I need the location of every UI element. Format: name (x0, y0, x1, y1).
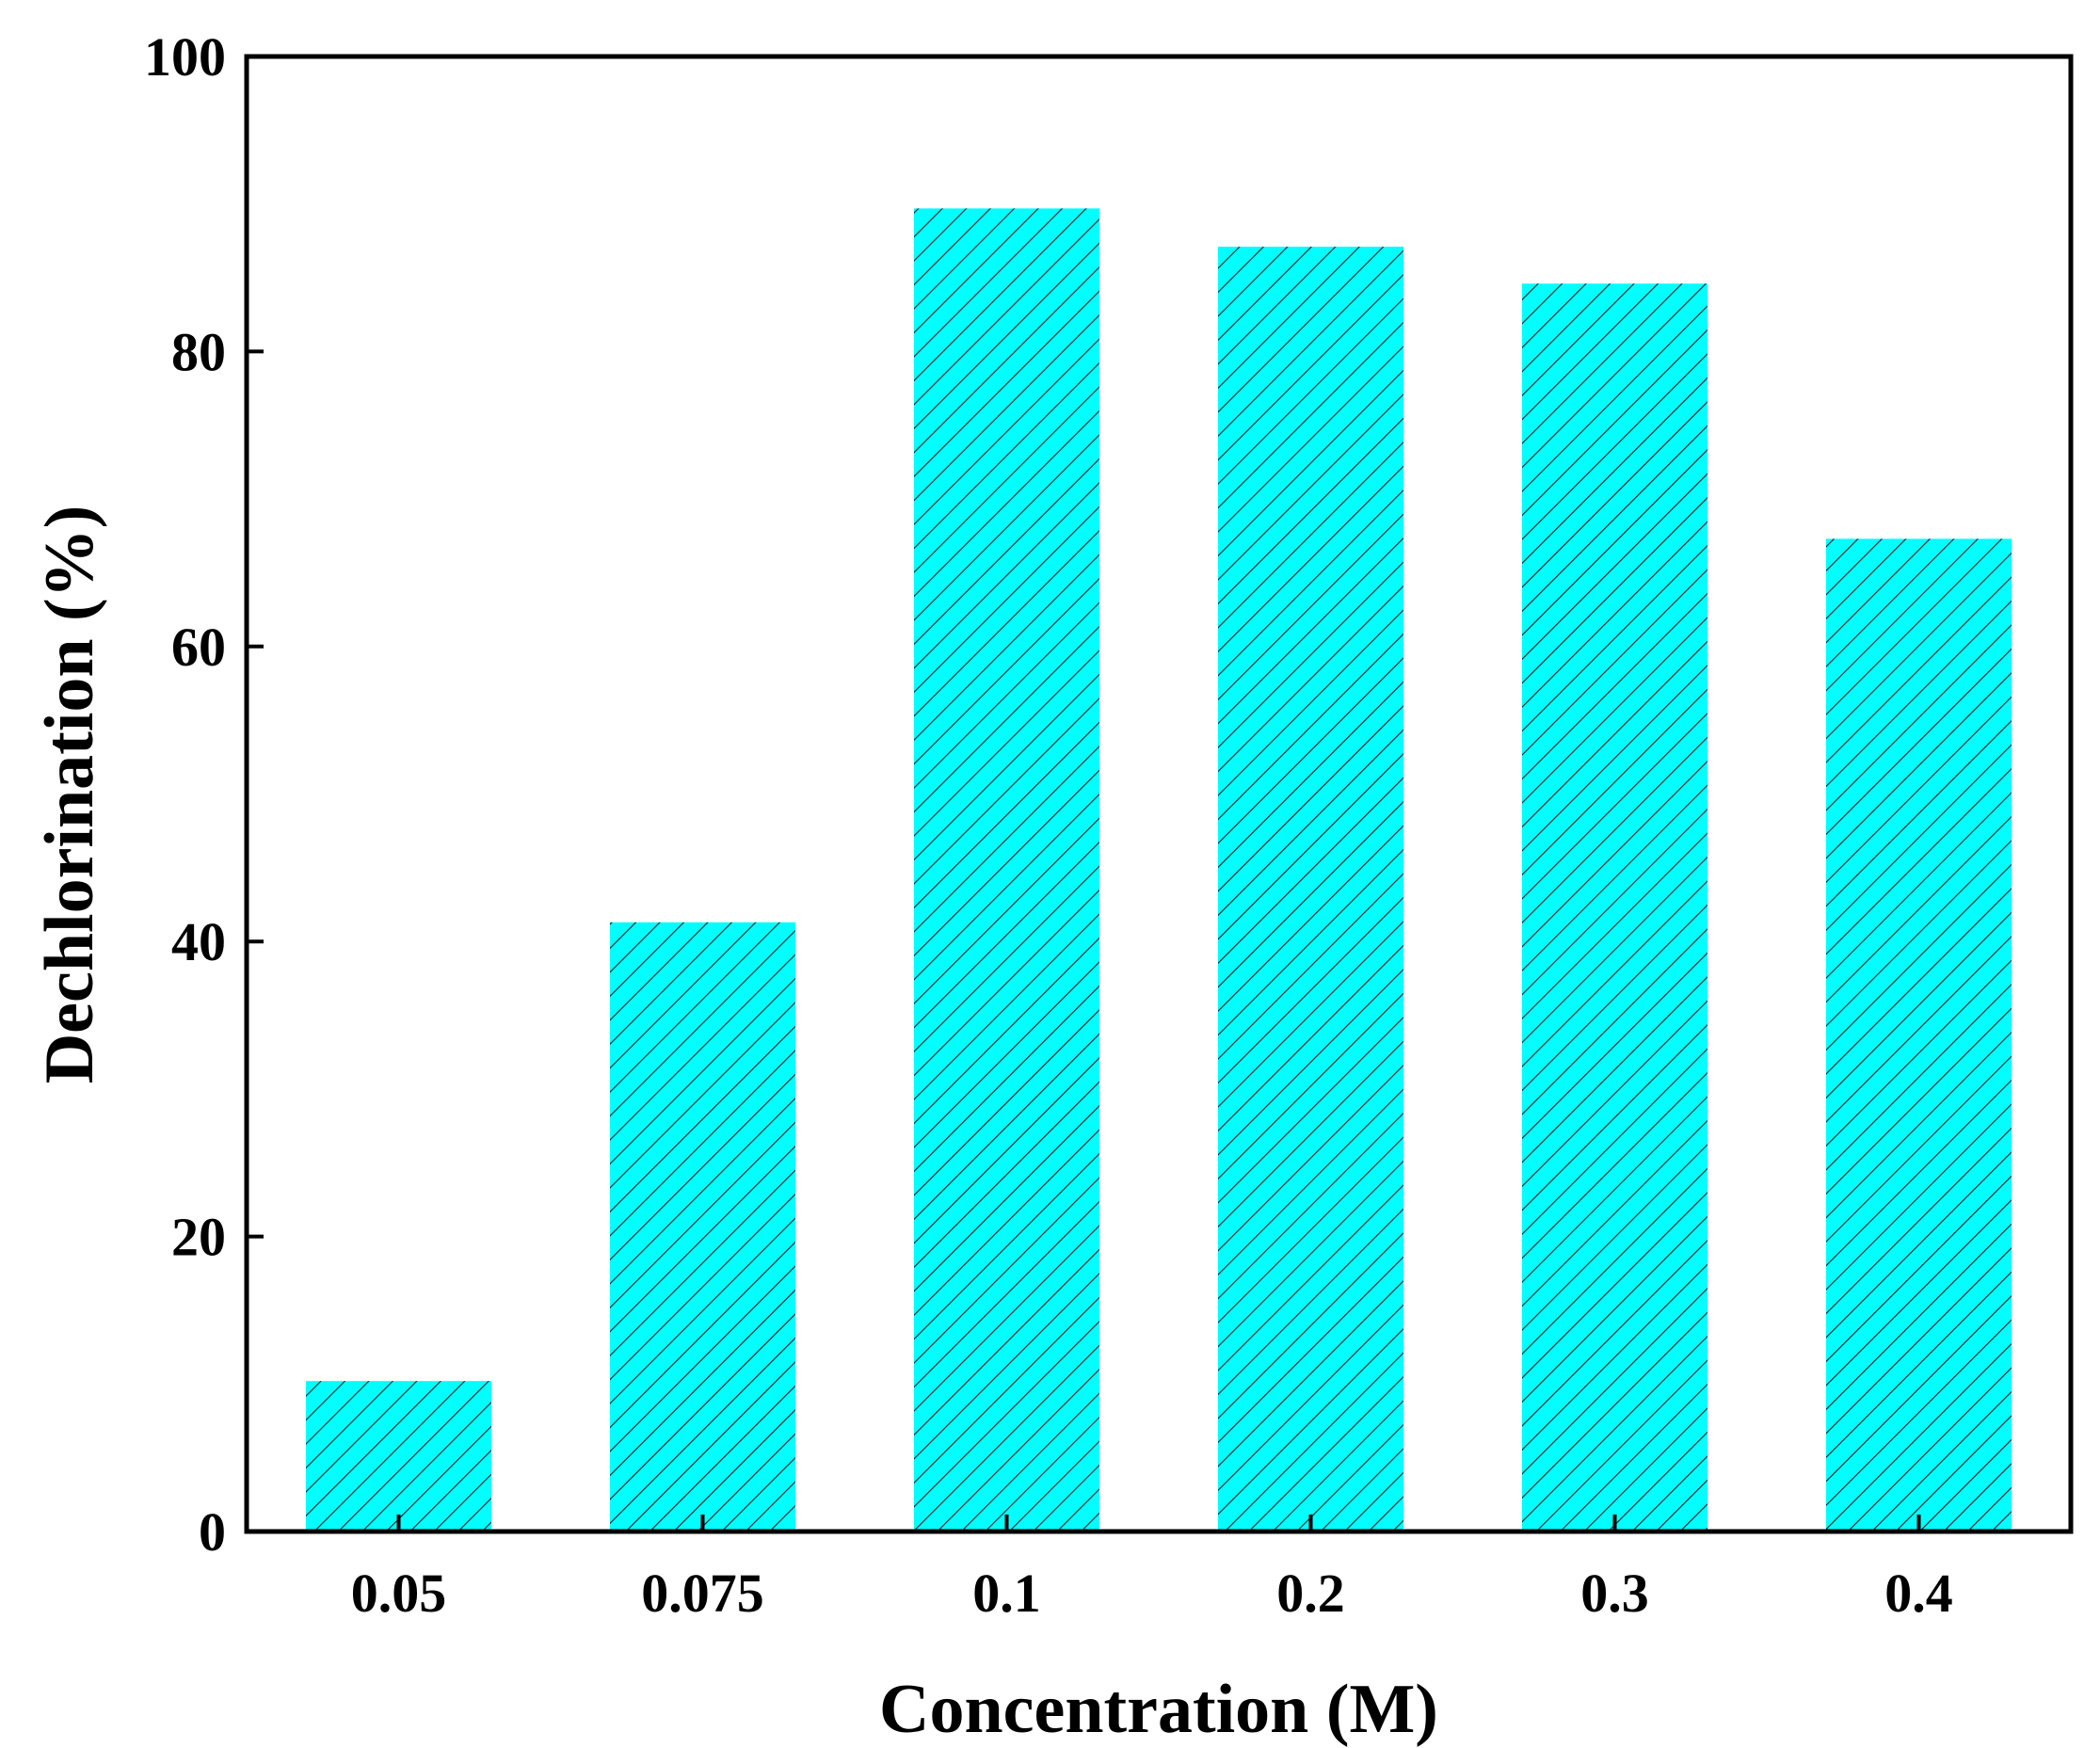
bar-0.2 (1217, 247, 1404, 1532)
bar-0.3 (1521, 283, 1708, 1532)
x-tick-label: 0.1 (972, 1563, 1041, 1624)
x-tick-label: 0.05 (351, 1563, 447, 1624)
y-tick-label: 60 (171, 617, 226, 678)
y-tick-label: 100 (144, 26, 226, 88)
x-axis-title: Concentration (M) (879, 1671, 1438, 1748)
bar-hatch (1521, 283, 1708, 1532)
bar-hatch (913, 208, 1100, 1532)
bar-0.05 (305, 1381, 492, 1532)
x-tick-label: 0.2 (1276, 1563, 1345, 1624)
x-tick-label: 0.4 (1884, 1563, 1953, 1624)
plot-frame (244, 54, 2074, 1534)
x-axis-ticks: 0.05 0.075 0.1 0.2 0.3 0.4 (351, 1515, 1953, 1624)
y-tick-label: 20 (171, 1207, 226, 1268)
x-tick-label: 0.075 (641, 1563, 764, 1624)
bar-hatch (305, 1381, 492, 1532)
y-tick-label: 0 (199, 1501, 226, 1563)
y-tick-label: 80 (171, 321, 226, 382)
bars-group (305, 208, 2012, 1532)
bar-hatch (609, 922, 796, 1532)
bar-hatch (1825, 538, 2012, 1532)
bar-hatch (1217, 247, 1404, 1532)
y-axis-title: Dechlorination (%) (31, 505, 108, 1084)
bar-0.075 (609, 922, 796, 1532)
bar-0.1 (913, 208, 1100, 1532)
bar-0.4 (1825, 538, 2012, 1532)
x-tick-label: 0.3 (1580, 1563, 1649, 1624)
y-tick-label: 40 (171, 911, 226, 972)
y-axis-ticks: 0 20 40 60 80 100 (144, 26, 264, 1563)
